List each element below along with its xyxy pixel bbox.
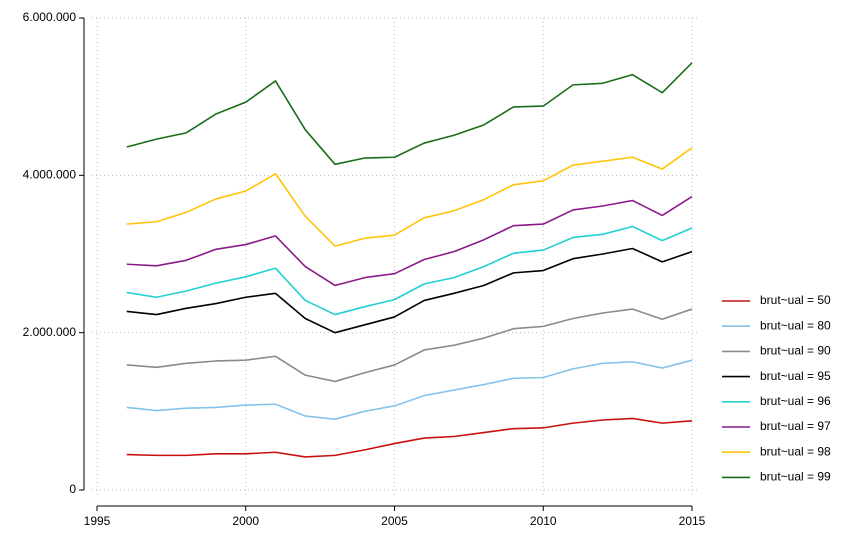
series-line [126,247,693,334]
y-tick-label: 2.000.000 [23,325,77,339]
legend-label: brut~ual = 90 [760,344,831,358]
legend-label: brut~ual = 80 [760,318,831,332]
legend-label: brut~ual = 98 [760,444,831,458]
series-line [126,359,693,421]
x-tick-label: 1995 [84,514,111,528]
x-tick-label: 2015 [679,514,706,528]
x-tick-label: 2010 [530,514,557,528]
series-line [126,147,693,247]
series-line [126,195,693,287]
legend-label: brut~ual = 50 [760,293,831,307]
y-tick-label: 6.000.000 [23,10,77,24]
legend-label: brut~ual = 97 [760,419,831,433]
x-tick-label: 2005 [381,514,408,528]
series-line [126,308,693,383]
x-tick-label: 2000 [232,514,259,528]
series-line [126,62,693,166]
legend-label: brut~ual = 99 [760,470,831,484]
y-tick-label: 0 [69,482,76,496]
y-tick-label: 4.000.000 [23,168,77,182]
legend-label: brut~ual = 96 [760,394,831,408]
series-line [126,225,693,316]
series-line [126,417,693,458]
legend-label: brut~ual = 95 [760,369,831,383]
